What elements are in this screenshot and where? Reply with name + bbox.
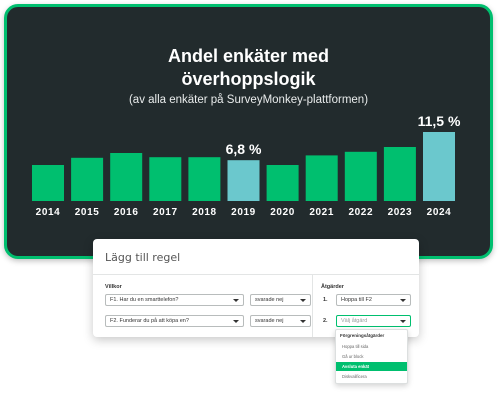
bar-2019 xyxy=(227,160,260,201)
dropdown-item-jump-to-page[interactable]: Hoppa till sida xyxy=(342,344,369,349)
bar-2024 xyxy=(423,132,455,201)
bar-2023 xyxy=(383,147,416,201)
dropdown-item-exit-block[interactable]: Gå ur block xyxy=(342,354,364,359)
bar-2022 xyxy=(344,151,377,201)
dropdown-header: Förgreningsåtgärder xyxy=(340,333,385,338)
action-select-2[interactable]: Välj åtgärd xyxy=(336,315,411,327)
x-tick-label-2021: 2021 xyxy=(309,207,334,218)
condition-question-select-2[interactable]: F2. Funderar du på att köpa en? xyxy=(105,315,244,327)
condition-answer-value-2: svarade nej xyxy=(255,318,284,324)
bar-2018 xyxy=(188,157,221,201)
condition-answer-select-1[interactable]: svarade nej xyxy=(250,294,311,306)
chevron-down-icon xyxy=(300,320,306,323)
bar-2020 xyxy=(266,165,299,201)
action-number-2: 2. xyxy=(323,318,328,324)
condition-question-select-1[interactable]: F1. Har du en smarttelefon? xyxy=(105,294,244,306)
panel-title: Lägg till regel xyxy=(93,239,419,275)
chart-card: Andel enkäter med överhoppslogik (av all… xyxy=(4,4,493,259)
action-value-1: Hoppa till F2 xyxy=(341,297,372,303)
chevron-down-icon xyxy=(400,320,406,323)
action-select-1[interactable]: Hoppa till F2 xyxy=(336,294,411,306)
actions-label: Åtgärder xyxy=(321,284,344,290)
x-tick-label-2023: 2023 xyxy=(388,207,413,218)
bar-2017 xyxy=(149,157,182,201)
action-dropdown-menu: Förgreningsåtgärder Hoppa till sida Gå u… xyxy=(335,329,408,384)
x-tick-label-2019: 2019 xyxy=(231,207,256,218)
chevron-down-icon xyxy=(300,299,306,302)
condition-answer-select-2[interactable]: svarade nej xyxy=(250,315,311,327)
bar-chart: 2014 2015 2016 2017 2018 2019 6,8 % 2020 2021 202… xyxy=(32,113,461,218)
data-label-2024: 11,5 % xyxy=(418,113,461,129)
x-tick-label-2016: 2016 xyxy=(114,207,139,218)
x-tick-label-2017: 2017 xyxy=(153,207,178,218)
chart-title: Andel enkäter med överhoppslogik xyxy=(167,46,330,89)
dropdown-item-disqualify[interactable]: Diskvalificera xyxy=(342,374,367,379)
conditions-label: Villkor xyxy=(105,284,122,290)
chart-subtitle: (av alla enkäter på SurveyMonkey-plattfo… xyxy=(128,94,369,106)
chevron-down-icon xyxy=(233,299,239,302)
bar-2014 xyxy=(32,165,64,201)
condition-answer-value-1: svarade nej xyxy=(255,297,284,303)
bar-2016 xyxy=(110,153,143,201)
action-number-1: 1. xyxy=(323,297,328,303)
x-tick-label-2015: 2015 xyxy=(75,207,100,218)
bar-2021 xyxy=(305,155,338,201)
condition-question-value-1: F1. Har du en smarttelefon? xyxy=(110,297,179,303)
x-tick-label-2022: 2022 xyxy=(348,207,373,218)
x-tick-label-2018: 2018 xyxy=(192,207,217,218)
bar-2015 xyxy=(71,157,104,201)
x-tick-label-2024: 2024 xyxy=(427,207,452,218)
data-label-2019: 6,8 % xyxy=(226,141,262,157)
dropdown-item-end-survey[interactable]: Avsluta enkät xyxy=(336,362,407,371)
action-placeholder-2: Välj åtgärd xyxy=(341,318,368,324)
chevron-down-icon xyxy=(400,299,406,302)
x-tick-label-2020: 2020 xyxy=(270,207,295,218)
x-tick-label-2014: 2014 xyxy=(36,207,61,218)
chevron-down-icon xyxy=(233,320,239,323)
condition-question-value-2: F2. Funderar du på att köpa en? xyxy=(110,318,189,324)
column-divider xyxy=(312,275,313,337)
